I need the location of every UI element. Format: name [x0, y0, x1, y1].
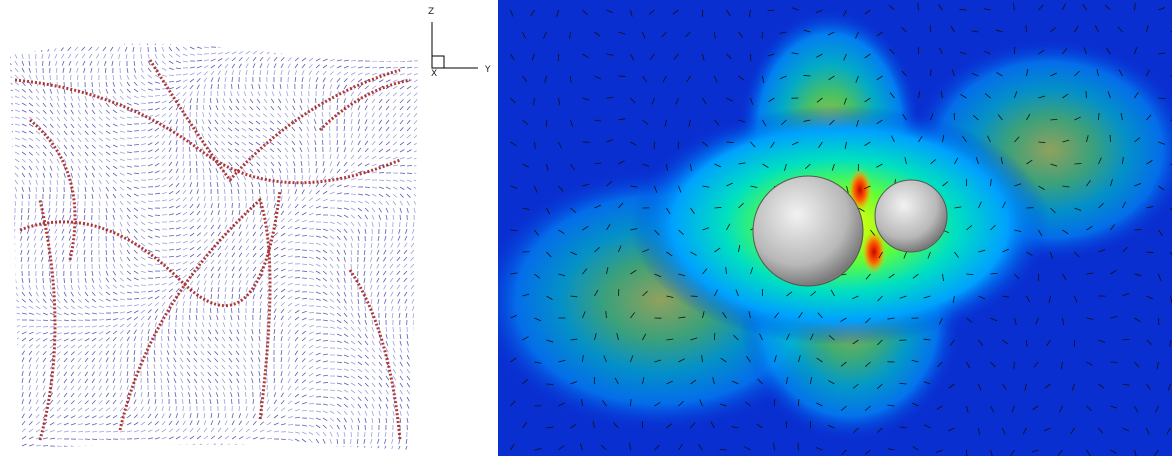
vector [959, 9, 966, 10]
right-panel [480, 0, 1172, 456]
vector [169, 75, 174, 76]
vector [182, 399, 183, 404]
vector [106, 222, 107, 227]
vector [190, 168, 191, 173]
vector [134, 438, 139, 439]
vector [379, 172, 384, 173]
vector [1158, 98, 1165, 99]
vector [1074, 163, 1081, 164]
vector [295, 249, 300, 250]
figure: Z Y X [0, 0, 1172, 456]
vector [147, 357, 148, 362]
vector [322, 105, 323, 110]
vector [64, 278, 65, 283]
left-panel: Z Y X [0, 0, 498, 456]
vector [1026, 340, 1027, 347]
vector [546, 384, 553, 385]
vector [329, 126, 330, 131]
vector [726, 142, 733, 143]
vector [351, 60, 356, 61]
vector [365, 306, 366, 311]
vector [43, 187, 44, 192]
vector [351, 278, 352, 283]
vector [197, 301, 198, 306]
vector [141, 385, 142, 390]
vector [141, 54, 142, 59]
vector [78, 320, 83, 321]
vector [99, 439, 104, 440]
vector [203, 308, 204, 313]
sphere-large [753, 176, 863, 286]
vector [77, 264, 78, 269]
vector [162, 399, 163, 404]
vector [302, 257, 307, 258]
vector [315, 98, 316, 103]
vector [1026, 25, 1027, 32]
vector [302, 271, 307, 272]
vector [155, 277, 160, 278]
vector [36, 320, 41, 321]
sphere-small [875, 180, 947, 252]
triad-x-label: X [431, 69, 437, 79]
vector [169, 81, 174, 82]
vector [379, 320, 380, 325]
vector [189, 126, 190, 131]
vector [714, 207, 721, 208]
vector [1086, 91, 1087, 98]
vector [70, 75, 71, 80]
vector [217, 91, 218, 96]
vector [78, 326, 83, 327]
vector [169, 249, 174, 250]
page: Z Y X (() => { const data = JSON.parse(d… [0, 0, 1172, 456]
vector [134, 298, 139, 299]
vector [379, 180, 384, 181]
vector [113, 306, 118, 307]
vector [365, 179, 370, 180]
vector [288, 424, 293, 425]
triad-z-label: Z [428, 7, 434, 17]
vector [295, 277, 300, 278]
vector [99, 431, 104, 432]
vector [189, 315, 190, 320]
vector [85, 271, 86, 276]
vector [246, 301, 247, 306]
vector [57, 446, 62, 447]
vector [966, 450, 967, 456]
vector [218, 294, 219, 299]
vector [147, 371, 148, 376]
vector [189, 147, 190, 152]
vector [127, 131, 132, 132]
vector [330, 341, 335, 342]
vector [323, 382, 328, 383]
vector [85, 439, 90, 440]
vector [232, 77, 233, 82]
vector [99, 208, 100, 213]
triad-y-label: Y [484, 65, 491, 75]
vector [351, 257, 352, 262]
vector [155, 95, 160, 96]
vector [231, 84, 232, 89]
